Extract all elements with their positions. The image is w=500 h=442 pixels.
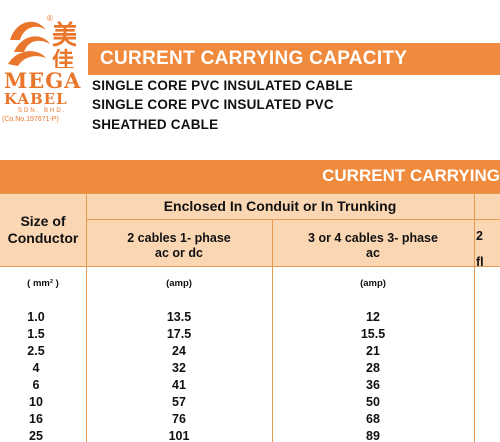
logo-text-mega: MEGA bbox=[4, 68, 82, 93]
partial-column-header: 2 fl bbox=[476, 223, 500, 275]
size-header-line-1: Size of bbox=[20, 213, 66, 229]
three-four-cables-header: 3 or 4 cables 3- phase ac bbox=[272, 231, 474, 261]
subtitle-line-2: SINGLE CORE PVC INSULATED PVC bbox=[92, 97, 334, 112]
size-of-conductor-header: Size of Conductor bbox=[0, 213, 86, 247]
table-banner-title: CURRENT CARRYING bbox=[322, 166, 500, 185]
size-cell: 10 bbox=[29, 395, 43, 409]
partial-header-line-2: fl bbox=[476, 255, 484, 269]
svg-text:佳: 佳 bbox=[52, 48, 74, 68]
col2-cell: 36 bbox=[366, 378, 380, 392]
two-cables-header: 2 cables 1- phase ac or dc bbox=[86, 231, 272, 261]
col2-cell: 15.5 bbox=[360, 327, 386, 341]
subtitle-line-1: SINGLE CORE PVC INSULATED CABLE bbox=[92, 78, 353, 93]
registered-mark: ® bbox=[47, 14, 53, 23]
table-banner: CURRENT CARRYING bbox=[0, 160, 500, 193]
grid-line bbox=[0, 193, 500, 194]
col2-cell: 89 bbox=[366, 429, 380, 442]
grid-line bbox=[86, 193, 87, 442]
col2-cell: 68 bbox=[366, 412, 380, 426]
table-header-row-1 bbox=[0, 193, 500, 219]
size-cell: 1.5 bbox=[27, 327, 45, 341]
company-number: (Co.No.197671-P) bbox=[2, 116, 59, 123]
col2-cell: 50 bbox=[366, 395, 380, 409]
grid-line bbox=[272, 219, 273, 442]
col1-unit: (amp) bbox=[166, 278, 192, 289]
col1-cell: 41 bbox=[172, 378, 186, 392]
col2-cell: 21 bbox=[366, 344, 380, 358]
three-four-cables-header-line-1: 3 or 4 cables 3- phase bbox=[308, 231, 438, 245]
subtitle-line-3: SHEATHED CABLE bbox=[92, 117, 219, 132]
partial-header-line-1: 2 bbox=[476, 229, 483, 243]
col2-cell: 28 bbox=[366, 361, 380, 375]
title-bar: CURRENT CARRYING CAPACITY bbox=[88, 43, 500, 75]
company-logo: 美 佳 ® MEGA KABEL SDN. BHD. (Co.No.197671… bbox=[0, 10, 84, 123]
grid-line bbox=[474, 193, 475, 442]
col1-cell: 76 bbox=[172, 412, 186, 426]
two-cables-header-line-2: ac or dc bbox=[155, 246, 203, 260]
svg-text:美: 美 bbox=[52, 20, 76, 51]
col1-cell: 17.5 bbox=[166, 327, 192, 341]
size-cell: 4 bbox=[32, 361, 40, 375]
size-cell: 25 bbox=[29, 429, 43, 442]
col1-cell: 32 bbox=[172, 361, 186, 375]
col2-cell: 12 bbox=[366, 310, 380, 324]
two-cables-header-line-1: 2 cables 1- phase bbox=[127, 231, 231, 245]
enclosed-group-header: Enclosed In Conduit or In Trunking bbox=[163, 198, 397, 214]
table-header-row-2 bbox=[0, 219, 500, 266]
size-cell: 6 bbox=[32, 378, 40, 392]
col1-cell: 57 bbox=[172, 395, 186, 409]
logo-text-suffix: SDN. BHD. bbox=[18, 108, 67, 114]
logo-emblem-icon: 美 佳 bbox=[8, 20, 76, 68]
page-title: CURRENT CARRYING CAPACITY bbox=[100, 48, 408, 69]
col1-cell: 13.5 bbox=[166, 310, 192, 324]
col2-unit: (amp) bbox=[360, 278, 386, 289]
col1-cell: 24 bbox=[172, 344, 186, 358]
size-cell: 16 bbox=[29, 412, 43, 426]
size-header-line-2: Conductor bbox=[7, 230, 79, 246]
grid-line bbox=[0, 266, 500, 267]
col1-cell: 101 bbox=[168, 429, 190, 442]
size-cell: 2.5 bbox=[27, 344, 45, 358]
size-unit: ( mm² ) bbox=[27, 278, 59, 289]
grid-line bbox=[86, 219, 500, 220]
three-four-cables-header-line-2: ac bbox=[366, 246, 380, 260]
size-cell: 1.0 bbox=[27, 310, 45, 324]
logo-text-kabel: KABEL bbox=[4, 90, 68, 108]
